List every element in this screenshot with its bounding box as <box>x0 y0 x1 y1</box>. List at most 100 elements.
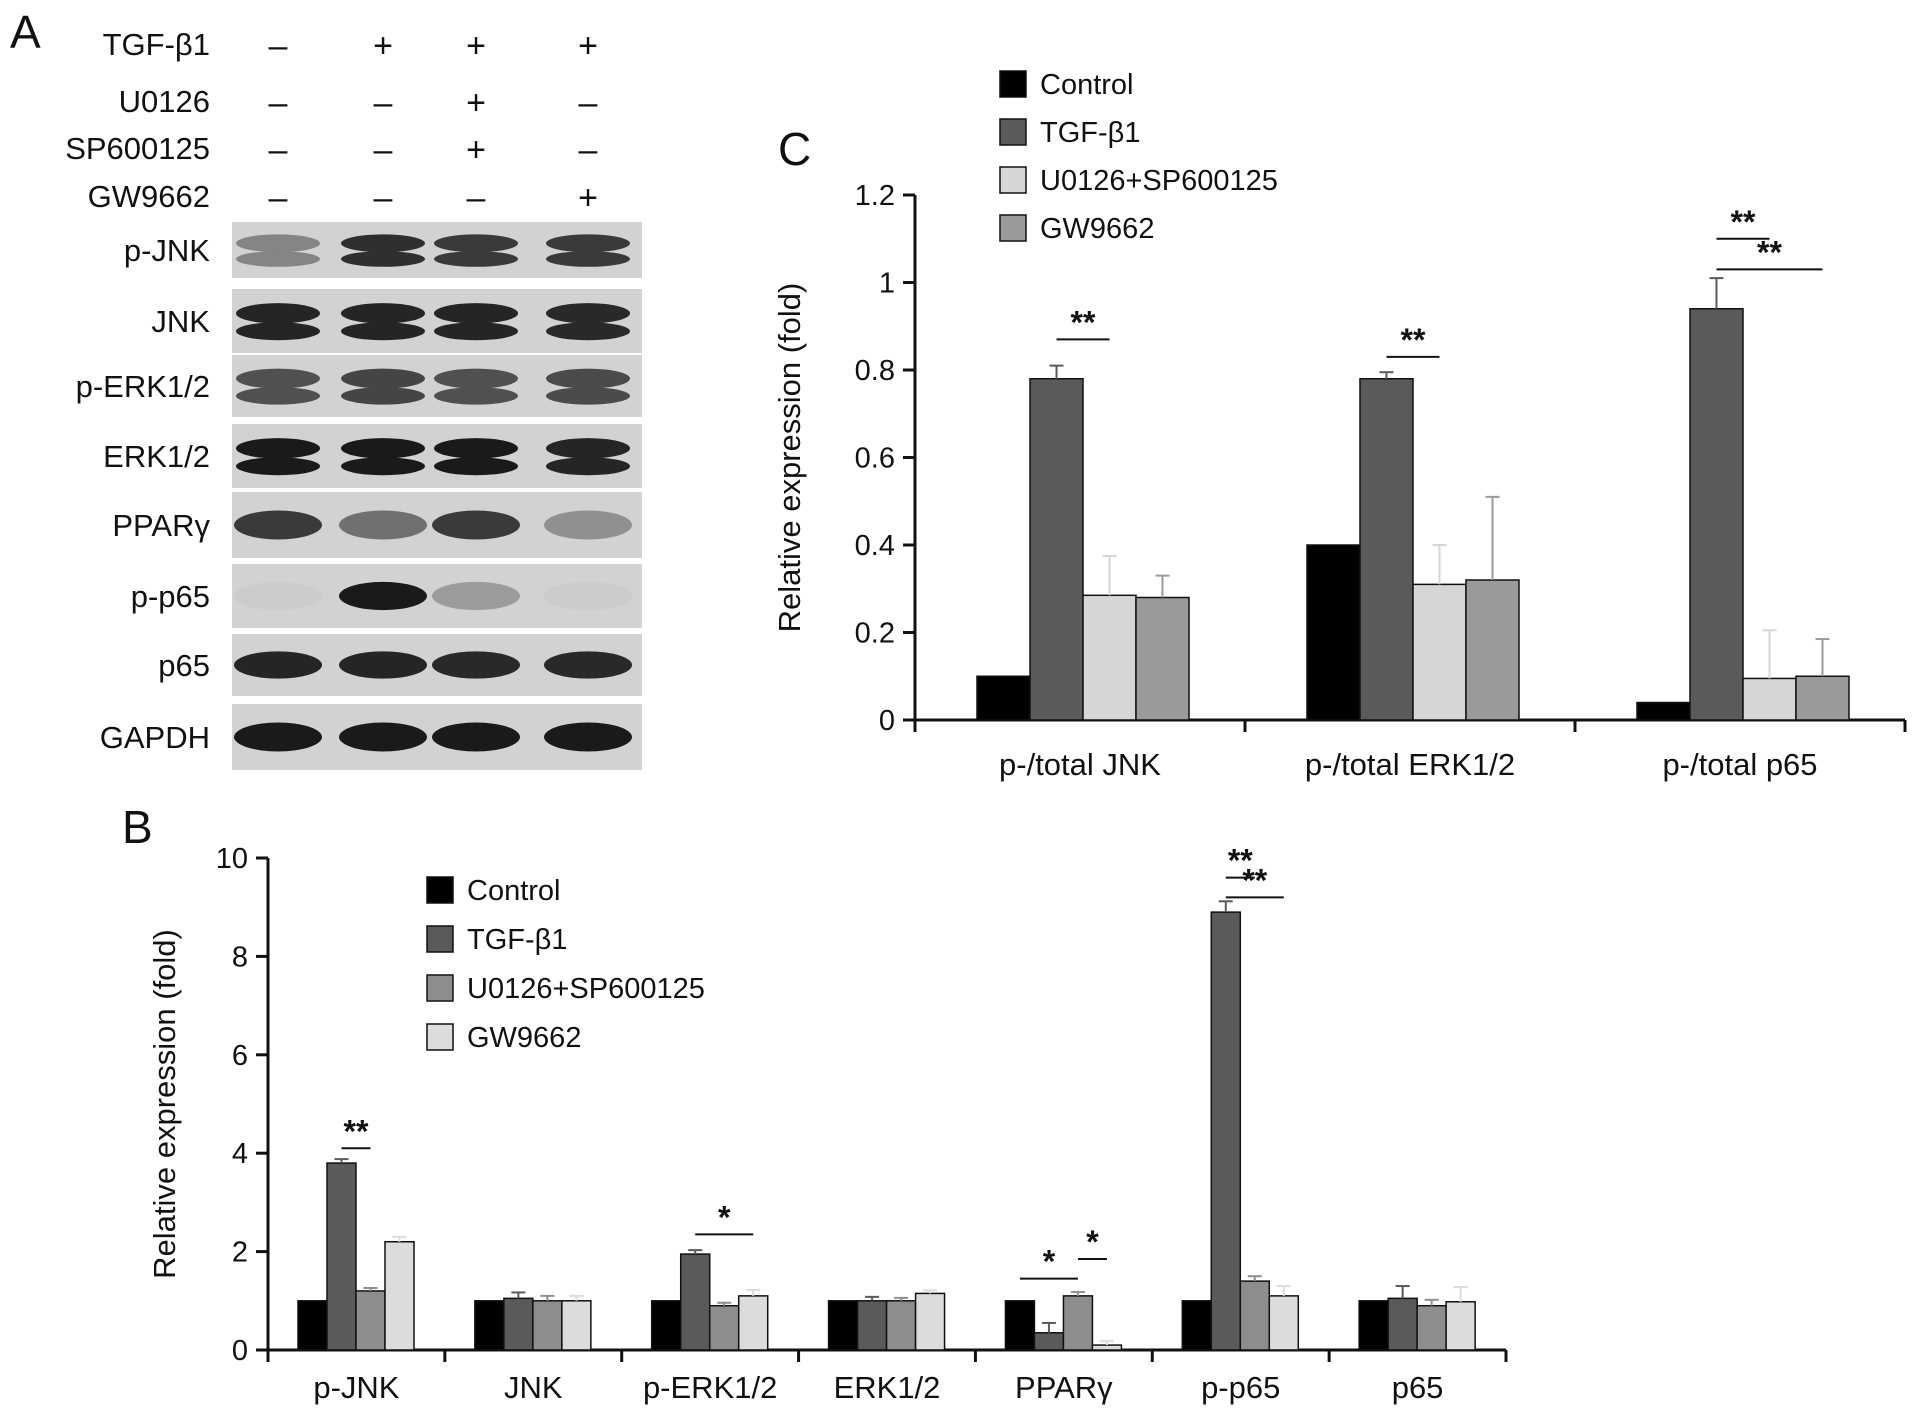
legend-swatch <box>999 214 1027 242</box>
bar <box>1082 594 1137 721</box>
y-tick-label: 8 <box>232 941 248 973</box>
y-tick-label: 4 <box>232 1138 248 1170</box>
blot-band <box>341 251 425 267</box>
blot-row: p65 <box>158 634 642 696</box>
bar <box>384 1241 415 1351</box>
legend-label: TGF-β1 <box>467 924 567 956</box>
panel-a-western-blot: A TGF-β1 – + + + U0126 – – + – SP600125 – – + – GW9662 –… <box>10 6 642 770</box>
treatment-sign: – <box>579 131 598 169</box>
treatment-sign: + <box>373 27 393 65</box>
legend-swatch <box>426 1023 454 1051</box>
bar <box>297 1300 328 1351</box>
blot-band <box>546 368 630 389</box>
treatment-sign: – <box>374 179 393 217</box>
blot-band <box>341 303 425 324</box>
bar <box>708 1304 740 1351</box>
treatment-sign: – <box>374 84 393 122</box>
panel-label-a: A <box>10 6 41 58</box>
blot-band <box>546 438 630 459</box>
legend-label: Control <box>1040 69 1134 101</box>
x-category-label: p-/total ERK1/2 <box>1305 747 1515 782</box>
blot-band <box>544 581 632 611</box>
significance-label: * <box>718 1199 731 1235</box>
bar <box>1795 675 1850 721</box>
significance-label: ** <box>1401 322 1426 358</box>
bar <box>1445 1301 1476 1351</box>
bar <box>1416 1304 1447 1351</box>
y-tick-label: 0.2 <box>855 618 895 650</box>
legend-label: TGF-β1 <box>1040 117 1140 149</box>
blot-band <box>434 387 518 405</box>
significance-label: ** <box>1731 204 1756 240</box>
blot-row: p-JNK <box>124 222 642 278</box>
blot-band <box>546 303 630 324</box>
bar <box>1358 1300 1389 1351</box>
x-category-label: ERK1/2 <box>834 1370 941 1405</box>
legend-label: GW9662 <box>1040 213 1154 245</box>
bar <box>650 1300 682 1351</box>
blot-band <box>236 438 320 459</box>
blot-band <box>546 387 630 405</box>
treatment-label: TGF-β1 <box>103 27 210 62</box>
bar <box>1210 911 1242 1351</box>
x-category-label: JNK <box>504 1370 563 1405</box>
bar <box>1239 1280 1271 1351</box>
y-tick-label: 2 <box>232 1237 248 1269</box>
band-label: GAPDH <box>100 720 210 755</box>
bar <box>1135 596 1190 721</box>
blot-band <box>544 722 632 752</box>
treatment-sign: – <box>467 179 486 217</box>
bar <box>1029 378 1084 721</box>
significance-label: * <box>1043 1244 1056 1280</box>
bar <box>1091 1344 1123 1351</box>
treatment-sign: – <box>269 179 288 217</box>
treatment-sign: – <box>374 131 393 169</box>
blot-band <box>434 303 518 324</box>
bar <box>1387 1297 1418 1351</box>
blot-band <box>236 387 320 405</box>
bar <box>737 1295 769 1351</box>
blot-row: JNK <box>151 289 642 353</box>
blot-band <box>434 322 518 341</box>
blot-row: PPARγ <box>112 492 642 558</box>
bar <box>1181 1300 1213 1351</box>
blot-row: ERK1/2 <box>103 424 642 488</box>
blot-band <box>432 651 520 679</box>
panel-label-c: C <box>778 123 811 175</box>
panel-c-bar-chart: C 0 0.2 0.4 0.6 0.8 1 1.2 Relative expression (… <box>772 69 1907 782</box>
blot-band <box>341 387 425 405</box>
treatment-sign: – <box>269 27 288 65</box>
blot-band <box>434 251 518 267</box>
band-label: p-p65 <box>131 579 210 614</box>
treatment-sign: – <box>269 131 288 169</box>
y-tick-label: 0.8 <box>855 355 895 387</box>
legend-swatch <box>426 876 454 904</box>
bar <box>1004 1300 1036 1351</box>
bar <box>1636 701 1691 721</box>
y-tick-label: 0.6 <box>855 443 895 475</box>
blot-band <box>434 368 518 389</box>
legend-label: U0126+SP600125 <box>1040 165 1278 197</box>
bar <box>1412 583 1467 721</box>
blot-row: GAPDH <box>100 704 642 770</box>
blot-band <box>432 581 520 611</box>
treatment-sign: + <box>466 131 486 169</box>
bar <box>1306 544 1361 721</box>
blot-band <box>341 457 425 476</box>
significance-label: ** <box>344 1113 369 1149</box>
blot-band <box>341 234 425 253</box>
significance-label: ** <box>1228 843 1253 879</box>
blot-band <box>339 722 427 752</box>
bar <box>503 1297 534 1351</box>
y-tick-label: 10 <box>216 843 248 875</box>
blot-band <box>236 303 320 324</box>
blot-band <box>234 722 322 752</box>
blot-band <box>434 457 518 476</box>
significance-label: * <box>1086 1224 1099 1260</box>
bar <box>679 1253 711 1351</box>
bar <box>1033 1332 1065 1351</box>
significance-label: ** <box>1757 234 1782 270</box>
y-tick-label: 1 <box>879 268 895 300</box>
y-tick-label: 6 <box>232 1040 248 1072</box>
